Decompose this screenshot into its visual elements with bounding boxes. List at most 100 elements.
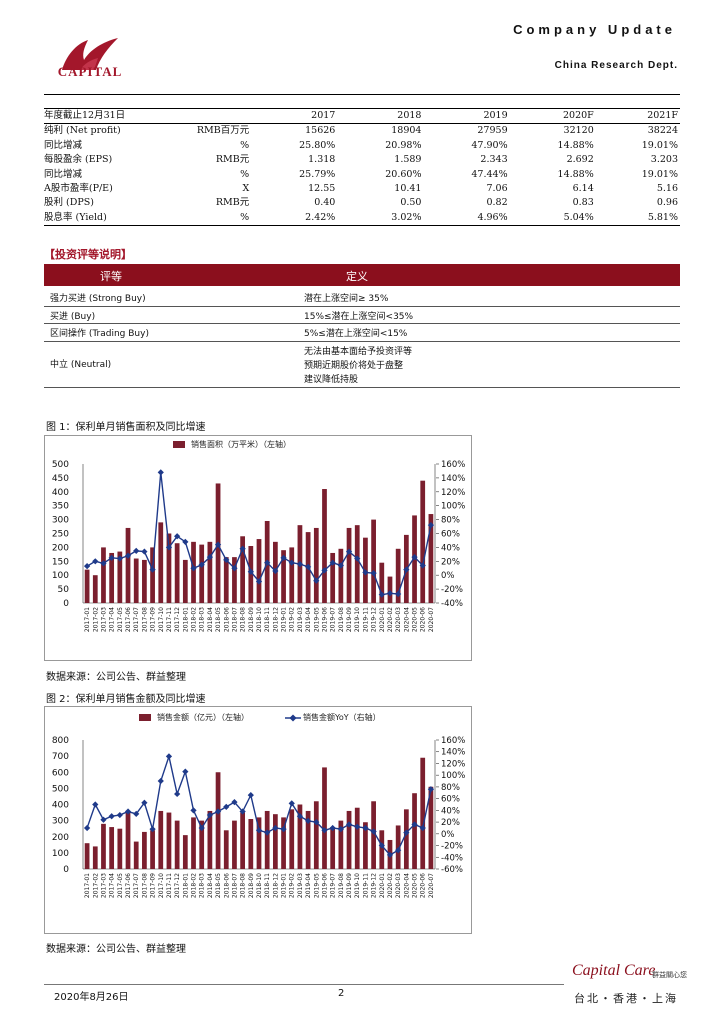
- bar: [322, 489, 327, 603]
- left-tick-label: 0: [63, 599, 69, 609]
- legend-swatch-bar: [173, 441, 185, 448]
- right-tick-label: 40%: [441, 806, 460, 816]
- x-tick-label: 2019-08: [338, 873, 345, 898]
- left-tick-label: 100: [52, 849, 69, 859]
- x-tick-label: 2019-09: [346, 607, 353, 632]
- bar: [174, 820, 180, 869]
- right-tick-label: 40%: [441, 543, 460, 553]
- data-point: [223, 556, 230, 564]
- bar: [338, 548, 344, 603]
- bar: [101, 823, 106, 869]
- legend-marker: [289, 714, 297, 722]
- x-tick-label: 2017-10: [158, 873, 165, 898]
- data-point: [165, 753, 173, 760]
- x-tick-label: 2018-05: [215, 607, 222, 632]
- right-tick-label: 140%: [441, 474, 465, 484]
- bar: [346, 810, 352, 869]
- x-tick-label: 2018-03: [199, 607, 206, 632]
- bar: [117, 828, 123, 869]
- table-cell: 19.01%: [641, 139, 678, 151]
- table-cell: 47.90%: [471, 139, 508, 151]
- financial-summary-table: 年度截止12月31日 2017 2018 2019 2020F 2021F 纯利 (Net …: [44, 107, 680, 227]
- figure-2-title: 图 2：保利单月销售金额及同比增速: [46, 694, 206, 705]
- bar: [240, 536, 246, 603]
- bar: [158, 810, 164, 869]
- bar: [207, 541, 213, 603]
- page-number: 2: [338, 988, 345, 999]
- bar: [109, 827, 115, 869]
- bar: [182, 835, 188, 869]
- x-tick-label: 2018-02: [191, 873, 198, 898]
- figure-1-title: 图 1：保利单月销售面积及同比增速: [46, 422, 206, 433]
- rating-name: 买进 (Buy): [50, 312, 96, 322]
- table-cell: 5.16: [656, 183, 678, 195]
- figure-2-chart-frame: 销售金额（亿元）（左轴） 销售金额YoY（右轴） 0 100 200 300 400 500 6…: [44, 706, 472, 934]
- footer-brand-sub: 群益關心您: [652, 971, 687, 979]
- x-tick-label: 2018-06: [223, 607, 230, 632]
- table-cell: 15626: [305, 125, 336, 137]
- bar: [281, 817, 286, 869]
- data-point: [182, 768, 189, 775]
- x-tick-label: 2017-07: [133, 607, 140, 632]
- data-point: [141, 548, 148, 555]
- bar: [289, 809, 295, 869]
- x-tick-label: 2019-06: [321, 607, 328, 632]
- right-tick-label: -40%: [441, 599, 463, 609]
- footer-cities: 台北・香港・上海: [574, 992, 678, 1005]
- table-row: 纯利 (Net profit) RMB百万元 15626 18904 27959 3212…: [44, 124, 680, 139]
- x-tick-label: 2020-03: [395, 873, 402, 898]
- left-tick-label: 250: [52, 530, 69, 540]
- table-cell: 股利 (DPS): [44, 197, 94, 209]
- bar: [166, 533, 172, 603]
- rating-definition: 潜在上涨空间≥ 35%: [304, 294, 389, 304]
- report-type-title: Company Update: [513, 22, 676, 37]
- data-point: [83, 563, 91, 570]
- data-point: [174, 790, 181, 798]
- data-point: [223, 803, 230, 810]
- bar: [240, 812, 246, 869]
- rating-name: 强力买进 (Strong Buy): [50, 294, 146, 304]
- table-cell: 5.81%: [595, 210, 680, 227]
- bar: [142, 559, 147, 603]
- data-point: [83, 824, 91, 832]
- bar: [354, 525, 360, 603]
- table-cell: 0.40: [314, 197, 336, 209]
- left-tick-label: 100: [52, 571, 69, 581]
- bar: [428, 786, 434, 869]
- left-tick-label: 600: [52, 768, 69, 778]
- legend-label: 销售金额YoY（右轴）: [303, 712, 381, 722]
- left-tick-label: 50: [58, 585, 70, 595]
- table-cell: 14.88%: [557, 168, 594, 180]
- table-cell: 年度截止12月31日: [44, 107, 173, 125]
- table-cell: 18904: [391, 125, 422, 137]
- bar: [223, 557, 229, 603]
- footer-brand: Capital Care: [572, 962, 656, 979]
- x-tick-label: 2018-12: [272, 607, 279, 632]
- x-tick-label: 2019-05: [313, 607, 320, 632]
- footer-date: 2020年8月26日: [54, 992, 129, 1003]
- table-cell: 19.01%: [641, 168, 678, 180]
- table-cell: %: [240, 168, 250, 180]
- data-point: [157, 777, 164, 785]
- left-tick-label: 350: [52, 502, 69, 512]
- table-cell: 25.80%: [299, 139, 336, 151]
- x-tick-label: 2020-04: [403, 607, 410, 632]
- rating-definition: 预期近期股价将处于盘整: [304, 361, 404, 371]
- table-cell: %: [240, 139, 250, 151]
- bar: [166, 812, 172, 869]
- right-tick-label: 160%: [441, 460, 465, 470]
- x-tick-label: 2018-01: [182, 873, 189, 898]
- table-cell: 7.06: [486, 183, 508, 195]
- table-cell: 6.14: [572, 183, 594, 195]
- table-cell: 2.343: [480, 154, 508, 166]
- x-tick-label: 2017-06: [125, 607, 132, 632]
- x-tick-label: 2019-11: [362, 607, 369, 632]
- x-tick-label: 2017-09: [150, 607, 157, 632]
- x-tick-label: 2017-05: [117, 607, 124, 632]
- data-point: [239, 808, 246, 815]
- bar: [371, 801, 376, 869]
- x-tick-label: 2019-01: [281, 607, 288, 632]
- table-cell: 3.02%: [337, 210, 424, 227]
- table-cell: 每股盈余 (EPS): [44, 154, 113, 166]
- legend-label: 销售面积（万平米）（左轴）: [191, 439, 291, 449]
